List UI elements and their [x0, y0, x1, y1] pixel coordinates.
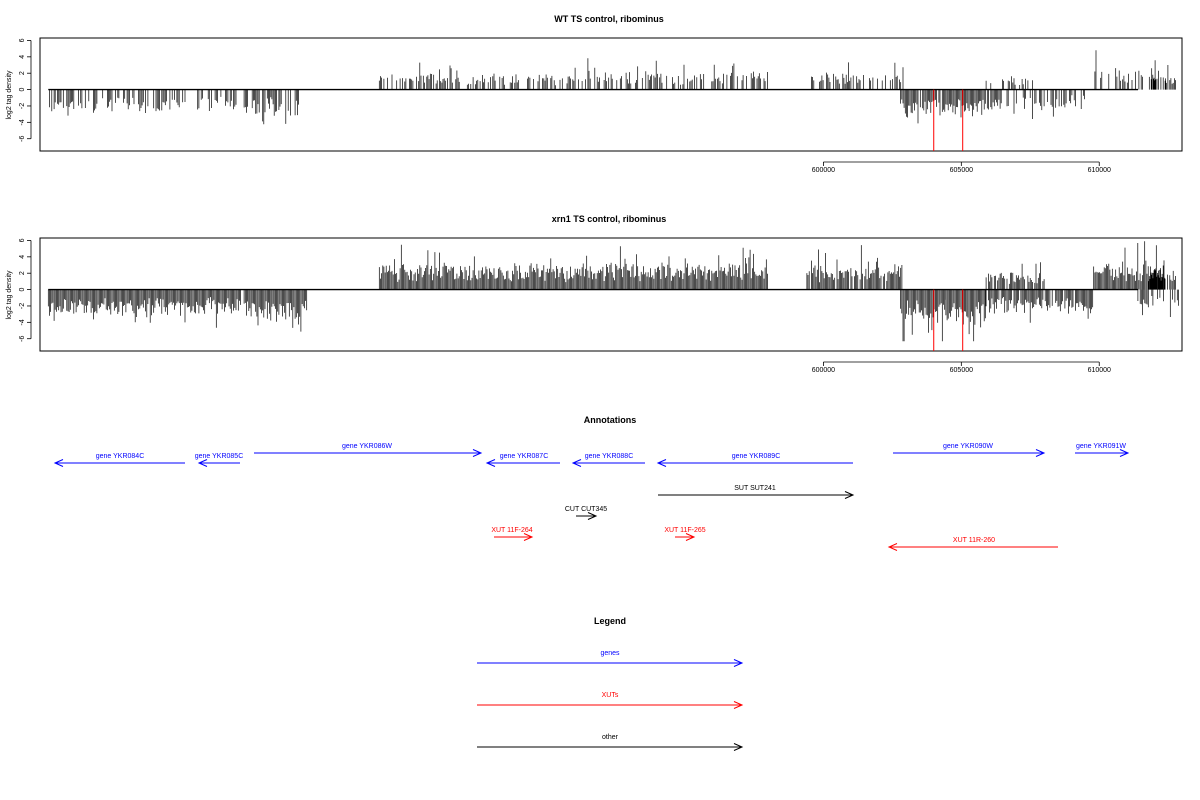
xrn1-y-tick-label: 0 — [19, 288, 26, 292]
wt-x-tick-label: 605000 — [950, 167, 973, 174]
annotation-arrow-3 — [485, 459, 560, 467]
annotations-title: Annotations — [584, 415, 637, 425]
wt-plot-title: WT TS control, ribominus — [554, 14, 664, 24]
wt-x-tick-label: 600000 — [812, 167, 835, 174]
wt-x-tick-label: 610000 — [1088, 167, 1111, 174]
annotation-label-4: gene YKR088C — [585, 453, 634, 460]
xrn1-y-axis-label: log2 tag density — [6, 270, 13, 320]
annotation-label-7: gene YKR091W — [1076, 443, 1126, 450]
legend-title: Legend — [594, 616, 626, 626]
annotation-arrow-12 — [887, 543, 1058, 551]
annotation-arrow-11 — [675, 533, 696, 541]
xrn1-y-axis: -6 -4 -2 0 2 4 6 — [19, 238, 32, 342]
wt-density-bars — [49, 50, 1176, 125]
annotation-label-12: XUT 11R-260 — [953, 537, 995, 544]
wt-y-tick-label: 6 — [19, 38, 26, 42]
wt-y-tick-label: -2 — [19, 103, 26, 109]
wt-y-tick-label: 2 — [19, 71, 26, 75]
annotation-arrow-7 — [1075, 449, 1130, 457]
annotation-label-8: SUT SUT241 — [734, 485, 776, 492]
annotation-arrow-2 — [254, 449, 483, 457]
wt-marker-group — [933, 89, 964, 151]
xrn1-y-tick-label: 2 — [19, 271, 26, 275]
xrn1-x-tick-label: 600000 — [812, 367, 835, 374]
xrn1-plot-frame — [39, 237, 1183, 352]
xrn1-bar-group — [47, 241, 1179, 342]
annotation-label-6: gene YKR090W — [943, 443, 993, 450]
xrn1-x-axis: 600000 605000 610000 — [812, 361, 1111, 374]
xrn1-x-tick-label: 610000 — [1088, 367, 1111, 374]
xrn1-y-tick-label: -6 — [19, 336, 26, 342]
annotation-label-1: gene YKR085C — [195, 453, 244, 460]
xrn1-y-tick-label: 4 — [19, 255, 26, 259]
annotation-label-0: gene YKR084C — [96, 453, 145, 460]
legend-label-other: other — [602, 734, 619, 741]
annotation-arrow-6 — [893, 449, 1046, 457]
wt-y-axis-label: log2 tag density — [6, 70, 13, 120]
xrn1-density-bars — [47, 241, 1179, 342]
wt-x-axis: 600000 605000 610000 — [812, 161, 1111, 174]
annotation-arrow-5 — [656, 459, 853, 467]
annotation-arrow-4 — [571, 459, 645, 467]
wt-y-tick-label: 0 — [19, 88, 26, 92]
wt-coverage-panel: WT TS control, ribominus log2 tag densit… — [6, 14, 1183, 174]
annotation-label-3: gene YKR087C — [500, 453, 549, 460]
annotation-arrow-1 — [197, 459, 240, 467]
annotation-label-9: CUT CUT345 — [565, 506, 607, 513]
xrn1-coverage-panel: xrn1 TS control, ribominus log2 tag dens… — [6, 214, 1183, 374]
annotation-arrow-0 — [53, 459, 185, 467]
annotation-label-2: gene YKR086W — [342, 443, 392, 450]
legend-arrow-gene — [477, 659, 744, 667]
xrn1-plot-title: xrn1 TS control, ribominus — [552, 214, 667, 224]
annotation-arrow-8 — [658, 491, 855, 499]
annotation-arrow-10 — [494, 533, 534, 541]
legend-label-xut: XUTs — [602, 692, 619, 699]
annotation-label-10: XUT 11F-264 — [491, 527, 532, 534]
legend-arrow-other — [477, 743, 744, 751]
wt-bar-group — [49, 50, 1176, 125]
annotation-arrow-9 — [576, 512, 598, 520]
legend-label-gene: genes — [600, 650, 620, 657]
wt-y-tick-label: -4 — [19, 119, 26, 125]
wt-y-tick-label: -6 — [19, 136, 26, 142]
xrn1-y-tick-label: -2 — [19, 303, 26, 309]
xrn1-x-tick-label: 605000 — [950, 367, 973, 374]
wt-y-tick-label: 4 — [19, 55, 26, 59]
annotation-label-11: XUT 11F-265 — [664, 527, 705, 534]
xrn1-marker-group — [933, 289, 964, 351]
wt-plot-frame — [39, 37, 1183, 152]
legend: genes XUTs other — [477, 650, 744, 751]
wt-y-axis: -6 -4 -2 0 2 4 6 — [19, 38, 32, 142]
legend-arrow-xut — [477, 701, 744, 709]
annotation-track: gene YKR084C gene YKR085C gene YKR086W gene… — [53, 443, 1130, 551]
annotation-label-5: gene YKR089C — [732, 453, 781, 460]
xrn1-y-tick-label: -4 — [19, 319, 26, 325]
xrn1-y-tick-label: 6 — [19, 238, 26, 242]
